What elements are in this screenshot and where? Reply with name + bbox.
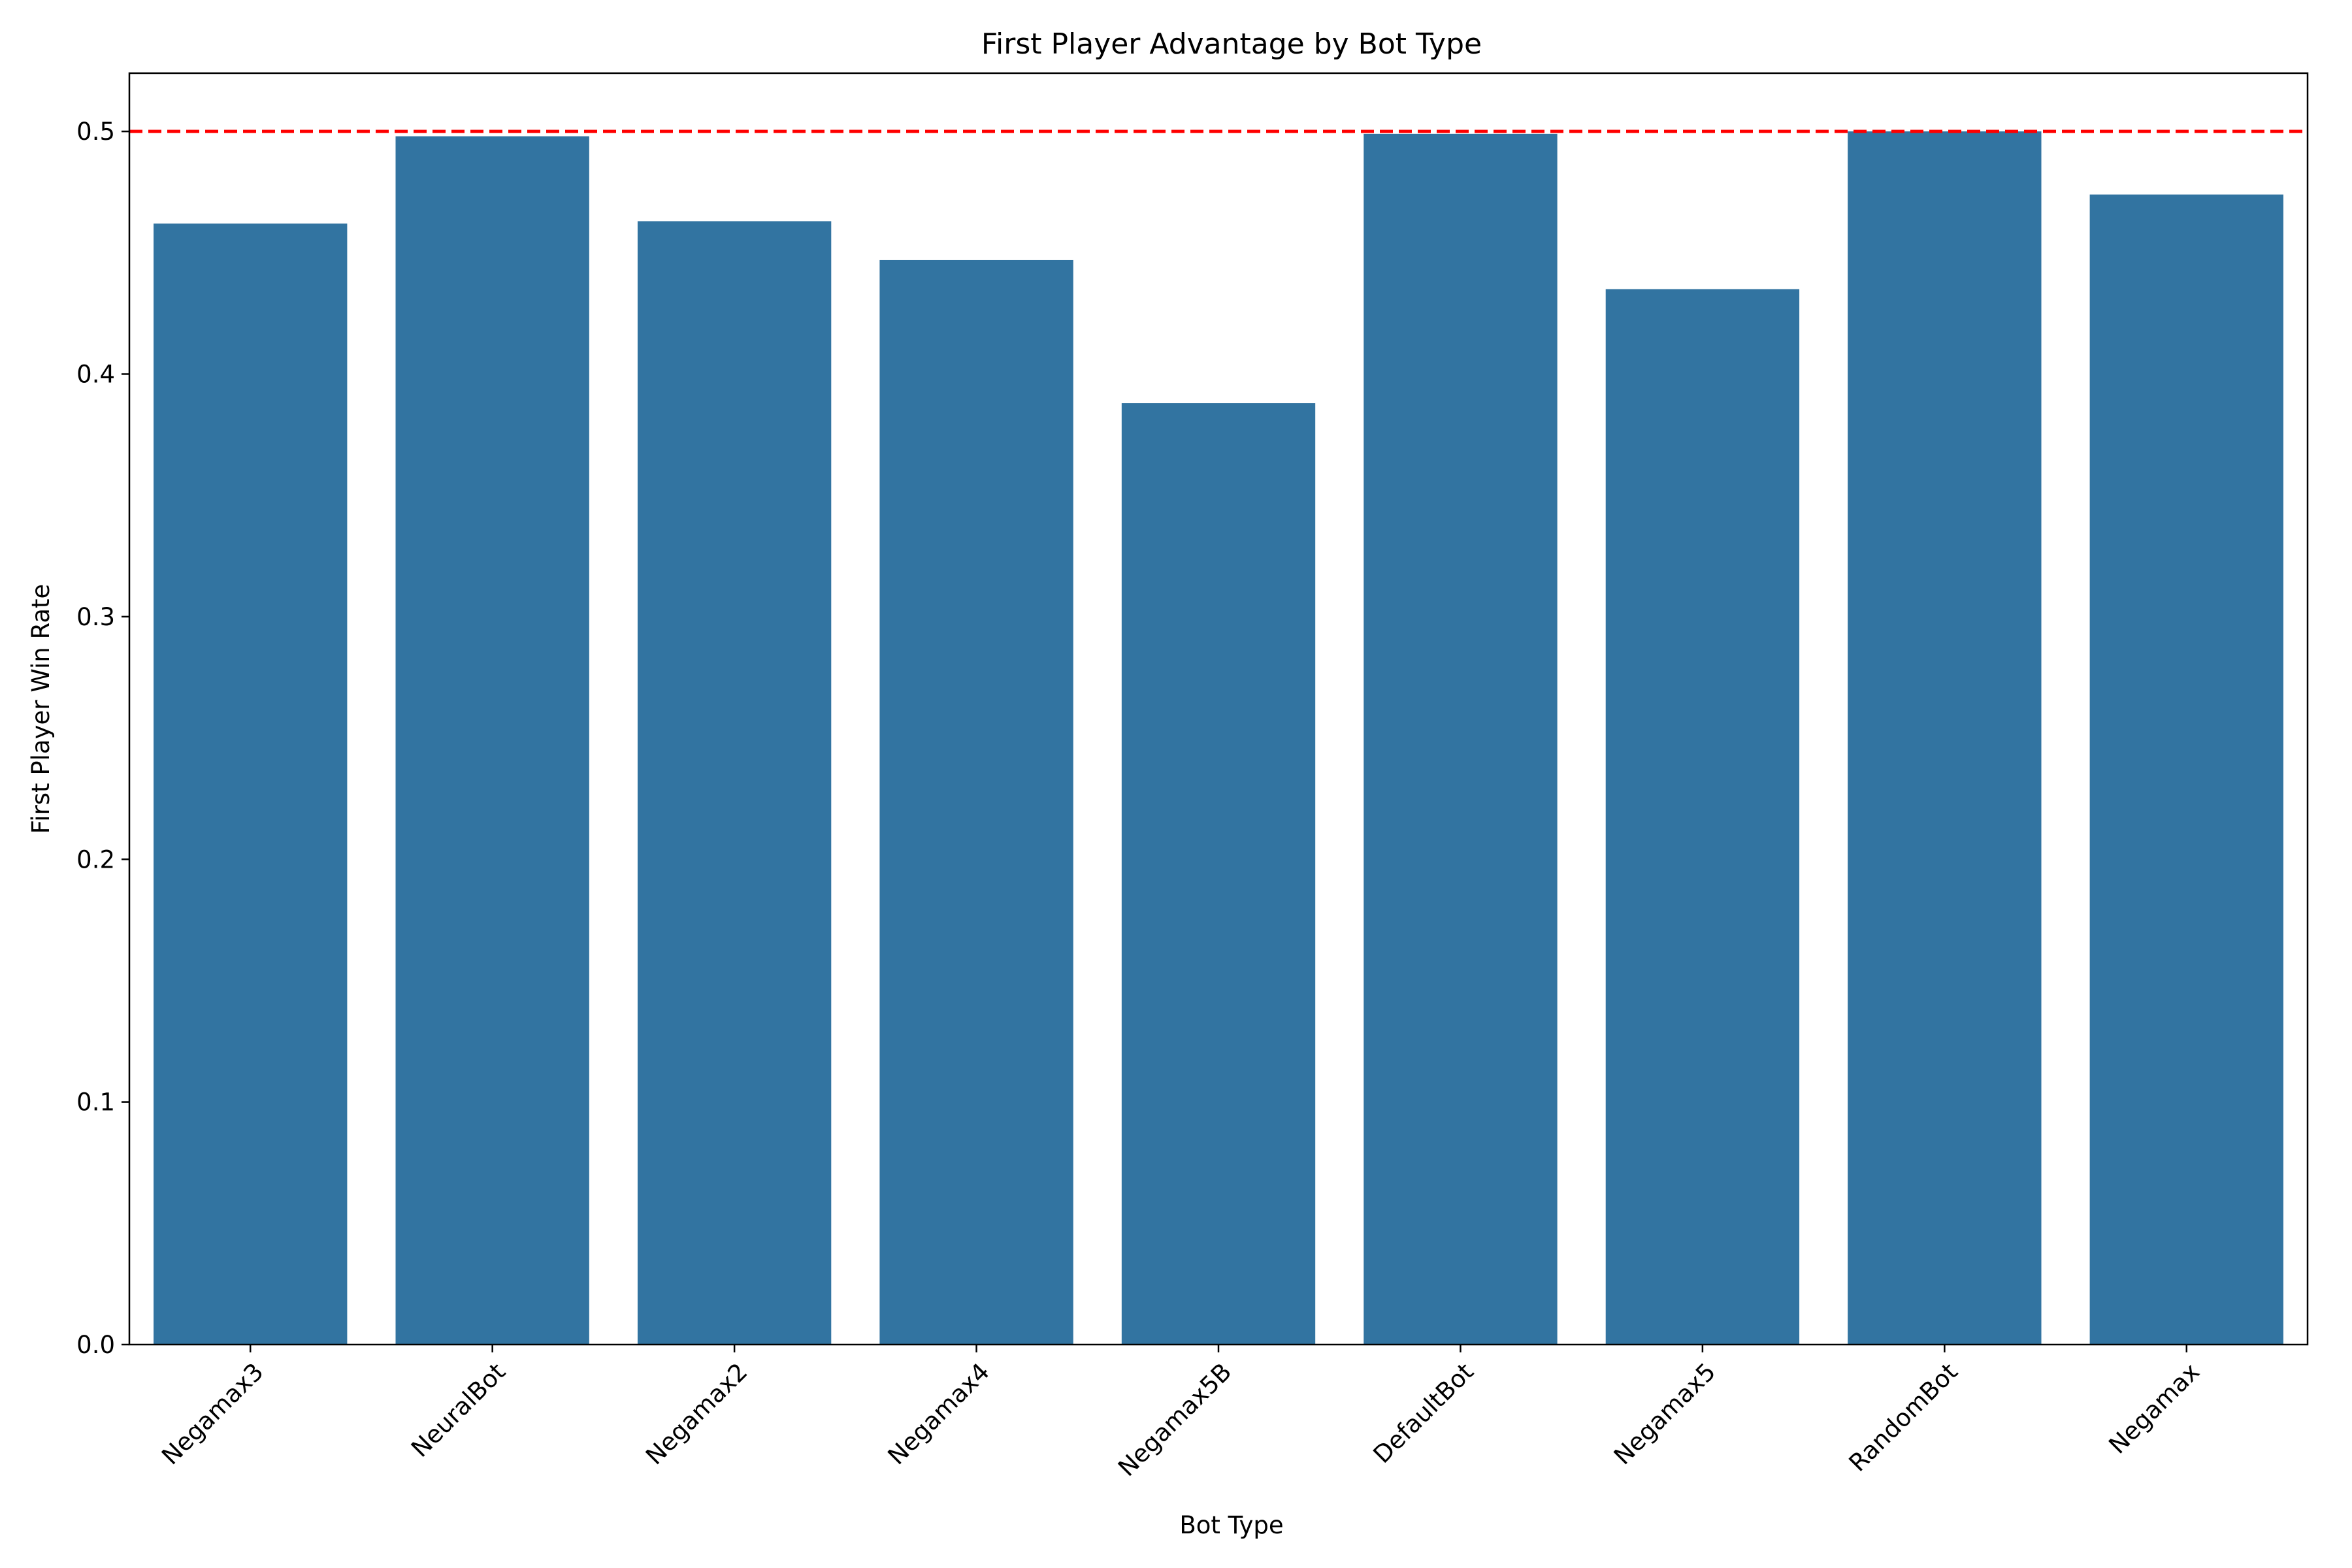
- y-axis-label: First Player Win Rate: [27, 584, 55, 834]
- x-axis-label: Bot Type: [1179, 1511, 1283, 1539]
- bar-negamax3: [154, 223, 347, 1345]
- chart-title: First Player Advantage by Bot Type: [981, 27, 1482, 61]
- bar-randombot: [1848, 131, 2041, 1345]
- y-tick-label: 0.3: [76, 603, 115, 631]
- y-tick-label: 0.5: [76, 118, 115, 146]
- y-tick-label: 0.0: [76, 1331, 115, 1359]
- bar-negamax: [2090, 195, 2283, 1345]
- bar-negamax2: [638, 221, 831, 1345]
- bar-negamax4: [879, 260, 1073, 1345]
- bar-negamax5: [1606, 289, 1799, 1345]
- bar-defaultbot: [1364, 134, 1557, 1345]
- y-tick-label: 0.1: [76, 1088, 115, 1117]
- bar-neuralbot: [395, 137, 589, 1345]
- y-tick-label: 0.4: [76, 361, 115, 389]
- y-tick-label: 0.2: [76, 845, 115, 874]
- bar-negamax5b: [1122, 403, 1315, 1345]
